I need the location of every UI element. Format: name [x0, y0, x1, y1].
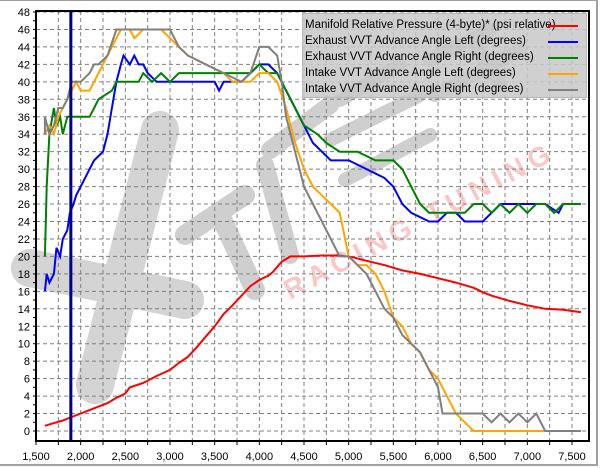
y-tick-label: 26: [18, 199, 30, 211]
legend-item-exhaust-left: Exhaust VVT Advance Angle Left (degrees): [305, 33, 586, 50]
y-tick-label: 34: [18, 129, 30, 141]
legend-swatch-green: [548, 57, 578, 59]
legend-item-exhaust-right: Exhaust VVT Advance Angle Right (degrees…: [305, 49, 586, 66]
legend-label: Exhaust VVT Advance Angle Right (degrees…: [305, 51, 534, 63]
x-tick-label: 5,000: [335, 451, 363, 463]
y-tick-label: 42: [18, 59, 30, 71]
y-tick-label: 8: [24, 356, 30, 368]
series-line-0: [44, 254, 582, 427]
series-line-4: [43, 28, 581, 432]
x-tick-label: 2,500: [112, 451, 140, 463]
legend-swatch-red: [548, 25, 578, 27]
x-tick-label: 6,000: [424, 451, 452, 463]
y-tick-label: 6: [24, 374, 30, 386]
legend-item-manifold-pressure: Manifold Relative Pressure (4-byte)* (ps…: [305, 17, 586, 34]
y-tick-label: 10: [18, 339, 30, 351]
legend-label: Intake VVT Advance Angle Right (degrees): [305, 83, 524, 95]
y-tick-label: 38: [18, 94, 30, 106]
x-tick-label: 4,500: [290, 451, 318, 463]
axes: [33, 10, 590, 445]
y-tick-label: 14: [18, 304, 30, 316]
x-tick-label: 7,500: [558, 451, 586, 463]
legend-swatch-gray: [548, 89, 578, 91]
y-tick-label: 0: [24, 426, 30, 438]
data-series: [43, 28, 582, 432]
legend-swatch-blue: [548, 41, 578, 43]
legend-label: Manifold Relative Pressure (4-byte)* (ps…: [305, 19, 556, 31]
legend-swatch-orange: [548, 73, 578, 75]
x-tick-label: 7,000: [514, 451, 542, 463]
y-tick-label: 28: [18, 182, 30, 194]
x-tick-label: 4,000: [246, 451, 274, 463]
legend-item-intake-right: Intake VVT Advance Angle Right (degrees): [305, 81, 586, 98]
y-tick-label: 24: [18, 217, 30, 229]
y-tick-label: 12: [18, 321, 30, 333]
y-tick-label: 30: [18, 164, 30, 176]
x-axis-ticks: 1,500 2,000 2,500 3,000 3,500 4,000 4,500 5,000…: [22, 451, 586, 463]
y-axis-ticks: 0246810121416182022242628303234363840424…: [18, 7, 30, 438]
y-tick-label: 36: [18, 112, 30, 124]
x-tick-label: 5,500: [380, 451, 408, 463]
y-tick-label: 18: [18, 269, 30, 281]
x-tick-label: 3,500: [201, 451, 229, 463]
legend: Manifold Relative Pressure (4-byte)* (ps…: [302, 13, 587, 98]
y-tick-label: 20: [18, 251, 30, 263]
y-tick-label: 4: [24, 391, 30, 403]
x-tick-label: 6,500: [469, 451, 497, 463]
y-tick-label: 22: [18, 234, 30, 246]
y-tick-label: 16: [18, 286, 30, 298]
y-tick-label: 46: [18, 24, 30, 36]
y-tick-label: 32: [18, 147, 30, 159]
y-tick-label: 40: [18, 77, 30, 89]
legend-label: Exhaust VVT Advance Angle Left (degrees): [305, 35, 526, 47]
x-tick-label: 2,000: [67, 451, 95, 463]
y-tick-label: 2: [24, 409, 30, 421]
legend-item-intake-left: Intake VVT Advance Angle Left (degrees): [305, 65, 586, 82]
x-tick-label: 1,500: [22, 451, 50, 463]
x-tick-label: 3,000: [156, 451, 184, 463]
y-tick-label: 44: [18, 42, 30, 54]
legend-label: Intake VVT Advance Angle Left (degrees): [305, 67, 516, 79]
y-tick-label: 48: [18, 7, 30, 19]
